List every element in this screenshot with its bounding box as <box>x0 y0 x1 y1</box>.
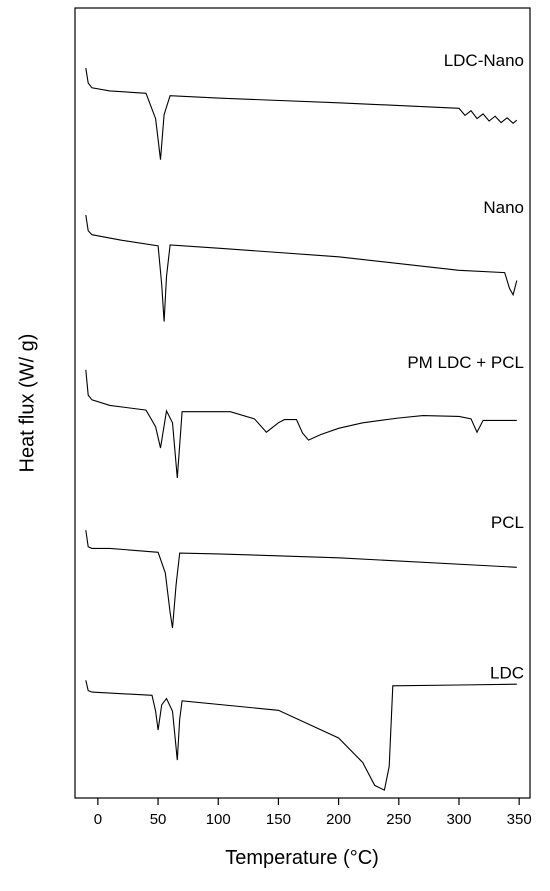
series-label: Nano <box>483 198 524 217</box>
x-tick-label: 100 <box>206 811 231 828</box>
series-label: PM LDC + PCL <box>407 353 524 372</box>
x-tick-label: 50 <box>150 811 167 828</box>
heat-flux-curve <box>85 67 518 160</box>
x-tick-label: 150 <box>266 811 291 828</box>
y-axis-label: Heat flux (W/ g) <box>16 334 38 473</box>
plot-frame <box>74 7 531 799</box>
series-label: LDC-Nano <box>444 51 524 70</box>
x-tick-label: 350 <box>507 811 532 828</box>
heat-flux-curve <box>85 214 518 322</box>
x-tick-label: 0 <box>94 811 102 828</box>
x-axis-label: Temperature (°C) <box>225 847 379 869</box>
heat-flux-curve <box>85 680 517 791</box>
x-tick-label: 200 <box>326 811 351 828</box>
heat-flux-curve <box>85 530 517 629</box>
x-tick-label: 300 <box>446 811 471 828</box>
series-label: PCL <box>491 513 524 532</box>
series-label: LDC <box>490 663 524 682</box>
heat-flux-curve <box>85 369 517 479</box>
x-tick-label: 250 <box>386 811 411 828</box>
